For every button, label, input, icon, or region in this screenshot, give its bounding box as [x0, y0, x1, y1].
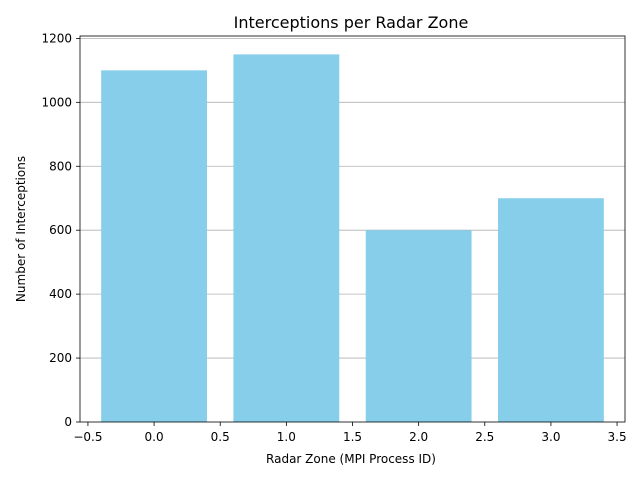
bar [101, 70, 207, 423]
x-tick-label: 3.5 [608, 430, 627, 444]
y-tick-label: 600 [49, 223, 72, 237]
bar [365, 230, 472, 422]
y-axis-ticks: 0 200 400 600 800 1000 1200 [41, 31, 80, 429]
y-tick-label: 200 [49, 351, 72, 365]
bar [233, 54, 340, 422]
x-tick-label: 0.5 [211, 430, 230, 444]
x-tick-label: 2.0 [409, 430, 428, 444]
x-tick-label: 1.0 [277, 430, 296, 444]
bars [101, 54, 604, 423]
x-tick-label: 3.0 [541, 430, 560, 444]
x-tick-label: 1.5 [343, 430, 362, 444]
x-tick-label: 0.0 [145, 430, 164, 444]
y-tick-label: 800 [49, 159, 72, 173]
chart-title: Interceptions per Radar Zone [234, 13, 469, 32]
y-tick-label: 1200 [41, 31, 72, 45]
bar [498, 198, 604, 422]
x-axis-label: Radar Zone (MPI Process ID) [266, 452, 436, 466]
y-tick-label: 0 [64, 415, 72, 429]
y-tick-label: 1000 [41, 95, 72, 109]
x-tick-label: −0.5 [73, 430, 102, 444]
x-axis-ticks: −0.5 0.0 0.5 1.0 1.5 2.0 2.5 3.0 3.5 [73, 422, 627, 444]
y-axis-label: Number of Interceptions [14, 156, 28, 302]
x-tick-label: 2.5 [475, 430, 494, 444]
y-tick-label: 400 [49, 287, 72, 301]
